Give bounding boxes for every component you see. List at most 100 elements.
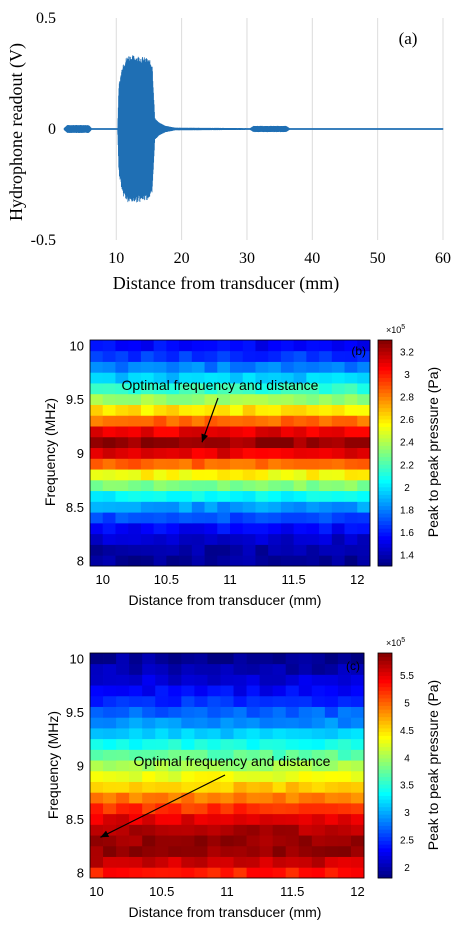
heatmap-cell [191,426,205,438]
heatmap-cell [259,845,274,857]
colorbar-segment [378,728,392,733]
heatmap-cell [280,372,295,384]
heatmap-cell [166,469,180,481]
heatmap-cell [350,792,365,804]
heatmap-cell [319,436,333,449]
heatmap-cell [293,479,307,492]
heatmap-cell [230,490,244,502]
heatmap-cell [90,867,104,879]
heatmap-cell [102,404,116,416]
heatmap-cell [220,738,234,750]
heatmap-cell [181,695,195,707]
heatmap-cell [142,717,156,729]
heatmap-cell [116,803,130,815]
heatmap-cell [285,738,300,750]
colorbar-segment [378,366,392,371]
heatmap-cell [168,781,182,793]
heatmap-cell [142,674,156,686]
heatmap-cell [319,447,333,459]
heatmap-cell [116,717,130,729]
heatmap-cell [191,447,205,459]
heatmap-cell [242,544,256,556]
heatmap-cell [272,835,287,847]
heatmap-cell [153,447,167,459]
heatmap-cell [242,447,256,459]
heatmap-cell [280,512,295,524]
heatmap-cell [272,824,287,836]
heatmap-cell [191,458,205,470]
heatmap-cell [259,653,274,665]
heatmap-cell [331,383,345,395]
heatmap-cell [337,685,352,697]
heatmap-cell [220,770,234,782]
heatmap-cell [140,350,155,362]
heatmap-cell [268,501,282,513]
heatmap-cell [140,426,155,438]
heatmap-cell [90,479,104,492]
heatmap-cell [179,469,193,481]
heatmap-cell [268,340,282,352]
heatmap-cell [246,813,261,825]
heatmap-cell [153,469,167,481]
heatmap-cell [153,404,167,416]
heatmap-cell [230,533,244,545]
heatmap-cell [220,685,234,697]
heatmap-cell [142,663,156,675]
heatmap-cell [166,501,180,513]
heatmap-cell [306,350,320,362]
colorbar-segment [378,720,392,725]
heatmap-cell [268,490,282,502]
heatmap-cell [140,383,155,395]
colorbar-segment [378,355,392,360]
heatmap-cell [115,501,129,513]
heatmap-cell [220,803,234,815]
heatmap-cell [217,436,231,449]
heatmap-cell [90,813,104,825]
heatmap-cell [116,749,130,761]
heatmap-cell [140,522,155,535]
heatmap-cell [298,813,313,825]
heatmap-cell [220,728,234,740]
heatmap-cell [298,760,313,772]
colorbar-segment [378,788,392,793]
heatmap-cell [324,845,339,857]
heatmap-cell [217,533,231,545]
x-tick-label: 11.5 [281,572,305,587]
heatmap-cell [207,685,221,697]
heatmap-cell [233,717,247,729]
colorbar-segment [378,460,392,465]
heatmap-cell [233,813,247,825]
heatmap-cell [324,781,339,793]
heatmap-cell [268,522,282,535]
heatmap-cell [242,458,256,470]
heatmap-cell [337,770,352,782]
heatmap-cell [129,653,143,665]
colorbar-segment [378,562,392,567]
heatmap-cell [140,544,155,556]
heatmap-cell [298,867,313,879]
heatmap-cell [220,792,234,804]
heatmap-cell [344,501,358,513]
heatmap-cell [116,728,130,740]
colorbar-segment [378,690,392,695]
panel-b-colorbar-multiplier: ×105 [386,324,405,335]
heatmap-cell [268,404,282,416]
heatmap-cell [217,490,231,502]
heatmap-cell [233,856,247,868]
heatmap-cell [230,522,244,535]
heatmap-cell [357,350,371,362]
heatmap-cell [166,404,180,416]
heatmap-cell [357,555,371,567]
heatmap-cell [116,856,130,868]
heatmap-cell [103,835,117,847]
heatmap-cell [103,717,117,729]
heatmap-cell [179,436,193,449]
heatmap-cell [181,685,195,697]
colorbar-segment [378,494,392,499]
heatmap-cell [337,706,352,718]
heatmap-cell [155,749,169,761]
panel-b: 10 10.5 11 11.5 12 8 8.5 9 9.5 10 (b) Optimal fr… [42,324,441,608]
panel-c-colorbar-multiplier: ×105 [386,637,405,648]
heatmap-cell [128,404,142,416]
heatmap-cell [128,469,142,481]
